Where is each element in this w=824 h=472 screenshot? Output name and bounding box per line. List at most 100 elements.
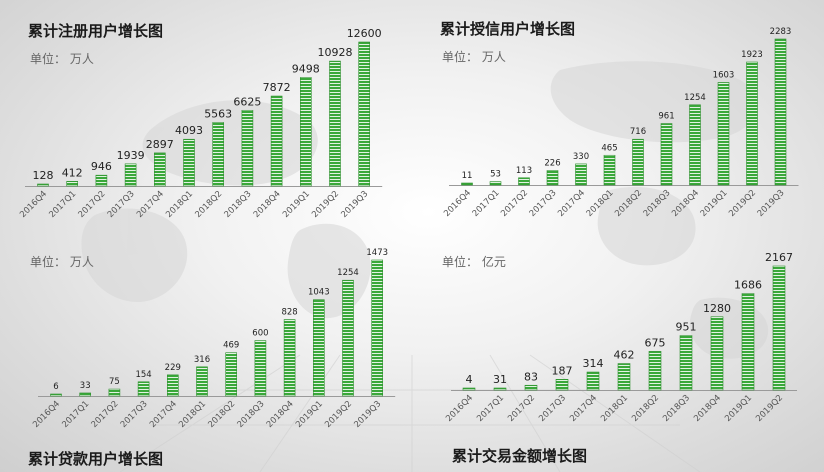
bar-2018Q3 <box>254 340 267 397</box>
chart-unit: 单位： 万人 <box>30 255 94 269</box>
data-label: 31 <box>493 373 507 386</box>
bar-2018Q2 <box>648 351 662 391</box>
data-label: 412 <box>62 166 83 179</box>
x-tick-label: 2018Q1 <box>599 393 630 424</box>
bar-2019Q1 <box>312 299 325 397</box>
bar-2017Q3 <box>546 170 559 186</box>
data-label: 12600 <box>347 27 382 40</box>
bar-2018Q2 <box>212 122 224 187</box>
bar-2019Q1 <box>299 77 312 187</box>
bar-2016Q4 <box>461 182 473 186</box>
x-tick-label: 2017Q1 <box>475 393 506 424</box>
bar-2019Q1 <box>741 293 755 391</box>
data-label: 11 <box>462 171 473 181</box>
bar-2017Q4 <box>586 371 600 391</box>
data-label: 9498 <box>292 62 320 75</box>
data-label: 675 <box>645 336 666 349</box>
bar-2018Q4 <box>710 316 724 391</box>
chart-title: 累计贷款用户增长图 <box>28 450 164 468</box>
data-label: 1603 <box>713 70 735 80</box>
data-label: 946 <box>91 160 112 173</box>
x-tick-label: 2019Q2 <box>754 393 785 424</box>
bar-2019Q3 <box>774 38 787 186</box>
x-tick-label: 2017Q3 <box>537 393 568 424</box>
data-label: 229 <box>165 363 181 373</box>
x-tick-label: 2018Q2 <box>630 393 661 424</box>
bar-2017Q3 <box>555 378 569 391</box>
data-label: 316 <box>194 355 210 365</box>
data-label: 462 <box>614 349 635 362</box>
data-label: 83 <box>524 370 538 383</box>
bar-2017Q2 <box>108 388 121 397</box>
bar-2017Q4 <box>167 374 179 397</box>
data-label: 6625 <box>233 95 261 108</box>
data-label: 5563 <box>204 107 232 120</box>
data-label: 1473 <box>366 248 388 258</box>
data-label: 154 <box>135 370 151 380</box>
bar-2017Q3 <box>137 381 150 397</box>
bar-2016Q4 <box>462 387 476 391</box>
data-label: 828 <box>281 308 297 318</box>
x-tick-label: 2017Q2 <box>506 393 537 424</box>
chart-unit: 单位： 万人 <box>442 50 506 64</box>
chart-title: 累计注册用户增长图 <box>28 22 164 40</box>
bar-2018Q2 <box>225 352 237 397</box>
x-tick-label: 2016Q4 <box>444 393 475 424</box>
data-label: 951 <box>676 321 697 334</box>
bar-2017Q2 <box>524 384 538 391</box>
x-tick-label: 2018Q3 <box>661 393 692 424</box>
data-label: 128 <box>33 169 54 182</box>
chart-unit: 单位： 亿元 <box>442 255 506 269</box>
data-label: 33 <box>80 381 91 391</box>
data-label: 75 <box>109 377 120 387</box>
x-tick-label: 2019Q1 <box>723 393 754 424</box>
bar-2017Q1 <box>79 392 91 397</box>
bar-2017Q3 <box>124 163 137 187</box>
data-label: 600 <box>252 329 268 339</box>
bar-2017Q4 <box>154 152 166 187</box>
bar-2019Q2 <box>746 61 758 186</box>
data-label: 2167 <box>765 251 793 264</box>
x-tick-label: 2018Q4 <box>692 393 723 424</box>
bar-2017Q2 <box>95 174 108 187</box>
bar-2018Q3 <box>679 335 693 391</box>
bar-2019Q2 <box>329 60 341 187</box>
data-label: 187 <box>552 364 573 377</box>
data-label: 2283 <box>770 27 792 37</box>
bar-2018Q4 <box>689 104 701 186</box>
bar-2018Q4 <box>270 95 283 187</box>
bar-2017Q1 <box>489 181 502 186</box>
bar-2018Q2 <box>632 138 644 186</box>
data-label: 10928 <box>318 46 353 59</box>
bar-2016Q4 <box>37 183 49 187</box>
data-label: 226 <box>544 159 560 169</box>
data-label: 4093 <box>175 124 203 137</box>
data-label: 465 <box>601 143 617 153</box>
bar-2018Q3 <box>660 123 673 186</box>
data-label: 330 <box>573 152 589 162</box>
bar-2019Q2 <box>772 265 786 391</box>
bar-2019Q2 <box>342 279 354 397</box>
data-label: 1923 <box>741 50 763 60</box>
x-tick-label: 2017Q4 <box>568 393 599 424</box>
chart-title: 累计授信用户增长图 <box>440 20 576 38</box>
data-label: 113 <box>516 166 532 176</box>
data-label: 314 <box>583 357 604 370</box>
data-label: 53 <box>490 170 501 180</box>
bar-2018Q1 <box>617 363 631 391</box>
data-label: 7872 <box>263 81 291 94</box>
data-label: 1043 <box>308 288 330 298</box>
bar-2018Q1 <box>603 154 616 186</box>
data-label: 469 <box>223 341 239 351</box>
data-label: 1280 <box>703 302 731 315</box>
bar-2019Q3 <box>358 41 371 187</box>
bar-2017Q1 <box>66 180 78 187</box>
data-label: 1254 <box>337 268 359 278</box>
bar-2017Q4 <box>575 163 587 186</box>
bar-2016Q4 <box>50 393 62 397</box>
data-label: 1686 <box>734 279 762 292</box>
